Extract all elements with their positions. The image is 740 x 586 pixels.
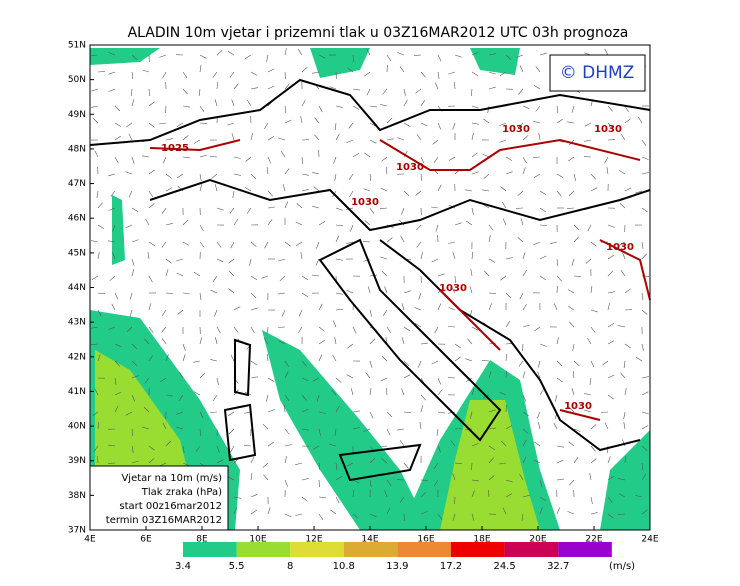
isobar-label: 1030 bbox=[439, 283, 467, 294]
colorbar-label: 17.2 bbox=[440, 561, 462, 572]
isobar-label: 1030 bbox=[396, 162, 424, 173]
colorbar-box bbox=[558, 542, 612, 557]
colorbar-label: 5.5 bbox=[229, 561, 245, 572]
lat-label: 43N bbox=[68, 318, 86, 328]
legend-line: Tlak zraka (hPa) bbox=[141, 487, 222, 498]
legend-line: termin 03Z16MAR2012 bbox=[106, 515, 222, 526]
colorbar-box bbox=[451, 542, 505, 557]
lat-label: 41N bbox=[68, 387, 86, 397]
colorbar-label: 8 bbox=[287, 561, 293, 572]
colorbar-label: 13.9 bbox=[386, 561, 408, 572]
colorbar-box bbox=[237, 542, 291, 557]
isobar-label: 1030 bbox=[351, 197, 379, 208]
colorbar-box bbox=[183, 542, 237, 557]
lat-label: 47N bbox=[68, 179, 86, 189]
colorbar-box bbox=[505, 542, 559, 557]
colorbar-label: 10.8 bbox=[333, 561, 355, 572]
lon-label: 6E bbox=[140, 535, 152, 545]
lat-label: 45N bbox=[68, 248, 86, 258]
lat-label: 38N bbox=[68, 491, 86, 501]
colorbar-label: 3.4 bbox=[175, 561, 191, 572]
lat-label: 49N bbox=[68, 110, 86, 120]
legend-line: Vjetar na 10m (m/s) bbox=[121, 473, 222, 484]
colorbar-box bbox=[397, 542, 451, 557]
colorbar-label: 32.7 bbox=[547, 561, 569, 572]
legend-line: start 00z16mar2012 bbox=[119, 501, 222, 512]
isobar-label: 1030 bbox=[564, 401, 592, 412]
lat-label: 42N bbox=[68, 352, 86, 362]
lon-label: 24E bbox=[641, 535, 658, 545]
isobar-label: 1030 bbox=[502, 124, 530, 135]
lat-label: 37N bbox=[68, 526, 86, 536]
colorbar-unit: (m/s) bbox=[609, 561, 635, 572]
map-area: © DHMZ bbox=[90, 45, 650, 530]
lat-label: 39N bbox=[68, 456, 86, 466]
lon-label: 4E bbox=[84, 535, 96, 545]
lat-label: 51N bbox=[68, 41, 86, 51]
isobar-label: 1030 bbox=[606, 242, 634, 253]
lat-label: 48N bbox=[68, 144, 86, 154]
isobar-label: 1030 bbox=[594, 124, 622, 135]
map-title: ALADIN 10m vjetar i prizemni tlak u 03Z1… bbox=[128, 25, 629, 41]
colorbar-box bbox=[344, 542, 398, 557]
colorbar-box bbox=[290, 542, 344, 557]
lat-label: 46N bbox=[68, 214, 86, 224]
colorbar-label: 24.5 bbox=[493, 561, 515, 572]
lat-label: 40N bbox=[68, 422, 86, 432]
isobar-label: 1025 bbox=[161, 143, 189, 154]
lat-label: 50N bbox=[68, 75, 86, 85]
lat-label: 44N bbox=[68, 283, 86, 293]
logo: © DHMZ bbox=[560, 63, 635, 83]
